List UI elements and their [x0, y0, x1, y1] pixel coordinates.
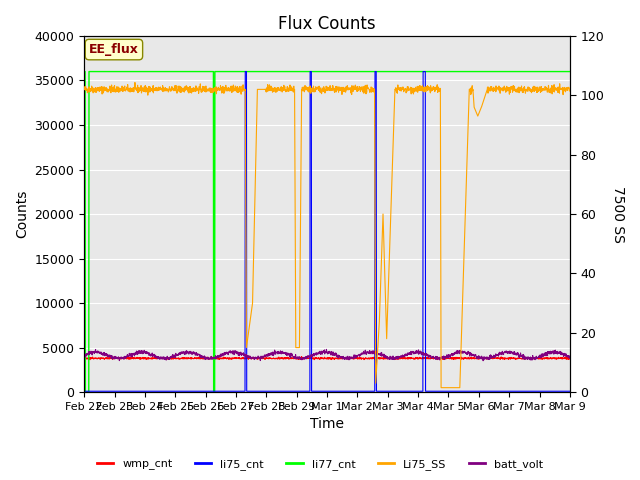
Legend: wmp_cnt, li75_cnt, li77_cnt, Li75_SS, batt_volt: wmp_cnt, li75_cnt, li77_cnt, Li75_SS, ba… — [92, 455, 548, 474]
Text: EE_flux: EE_flux — [89, 43, 139, 56]
Y-axis label: Counts: Counts — [15, 190, 29, 238]
Title: Flux Counts: Flux Counts — [278, 15, 376, 33]
X-axis label: Time: Time — [310, 418, 344, 432]
Y-axis label: 7500 SS: 7500 SS — [611, 186, 625, 242]
